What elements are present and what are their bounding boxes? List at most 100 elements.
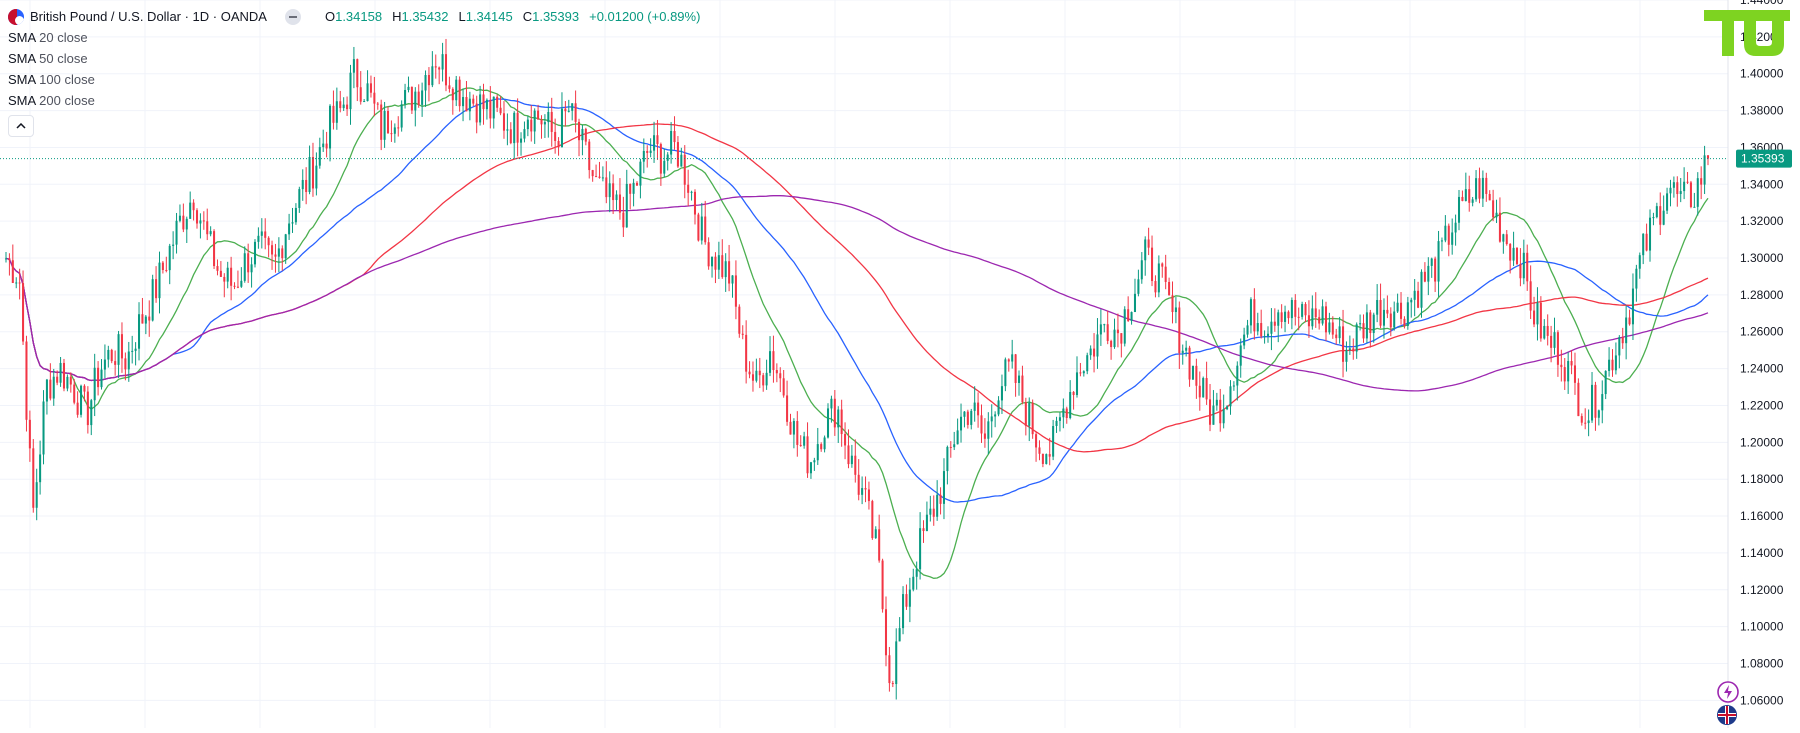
candle-body: [895, 641, 898, 685]
candle-body: [369, 83, 372, 93]
candle-body: [1181, 350, 1184, 354]
candle-body: [1113, 329, 1116, 348]
candle-body: [329, 105, 332, 149]
candle-body: [1686, 181, 1689, 183]
candle-body: [35, 482, 38, 508]
candle-body: [789, 421, 792, 435]
candle-body: [1007, 359, 1010, 362]
candle-body: [711, 256, 714, 267]
candle-body: [1587, 420, 1590, 424]
candle-body: [226, 267, 229, 282]
lightning-icon[interactable]: [1716, 680, 1740, 704]
last-price-label: 1.35393: [1741, 152, 1785, 166]
candle-body: [891, 683, 894, 685]
candle-body: [980, 415, 983, 434]
candle-body: [8, 258, 11, 261]
candle-body: [813, 460, 816, 463]
candle-body: [1253, 299, 1256, 332]
indicator-sma-100[interactable]: SMA 100 close: [8, 72, 95, 87]
candle-body: [1021, 375, 1024, 403]
candle-body: [1635, 268, 1638, 289]
candle-body: [1304, 304, 1307, 316]
candle-body: [390, 133, 393, 135]
ohlc-low: L1.34145: [458, 9, 513, 24]
candle-body: [1198, 385, 1201, 398]
candle-body: [397, 127, 400, 129]
candle-body: [1058, 417, 1061, 421]
candle-body: [509, 129, 512, 144]
candle-body: [1226, 406, 1229, 410]
candle-body: [86, 391, 89, 426]
candle-body: [1195, 365, 1198, 386]
candle-body: [591, 170, 594, 177]
candle-body: [898, 628, 901, 642]
candle-body: [1621, 337, 1624, 344]
candle-body: [905, 594, 908, 607]
candle-body: [1229, 386, 1232, 407]
candle-body: [1526, 252, 1529, 282]
candle-body: [625, 183, 628, 228]
collapse-legend-button[interactable]: [8, 115, 34, 137]
candle-body: [724, 261, 727, 278]
symbol-title[interactable]: British Pound / U.S. Dollar · 1D · OANDA: [30, 9, 267, 24]
candle-body: [434, 66, 437, 68]
minus-icon[interactable]: [284, 9, 301, 25]
candle-body: [1498, 212, 1501, 242]
candle-body: [1157, 263, 1160, 293]
indicator-sma-200[interactable]: SMA 200 close: [8, 93, 95, 108]
candle-body: [240, 280, 243, 287]
sma-20-line: [5, 87, 1709, 579]
candle-body: [1185, 347, 1188, 351]
candle-body: [301, 179, 304, 190]
candle-body: [11, 260, 14, 283]
candle-body: [502, 113, 506, 131]
candle-body: [526, 119, 529, 130]
candle-body: [76, 402, 79, 415]
symbol-header: British Pound / U.S. Dollar · 1D · OANDA…: [8, 9, 700, 25]
candle-body: [673, 130, 676, 143]
indicator-sma-50[interactable]: SMA 50 close: [8, 51, 88, 66]
candle-body: [612, 183, 615, 201]
candle-body: [1103, 324, 1106, 326]
candle-body: [922, 528, 925, 532]
candle-body: [683, 154, 686, 185]
candle-body: [550, 111, 553, 132]
candle-body: [421, 90, 424, 105]
candle-body: [1017, 375, 1021, 383]
candle-body: [1570, 361, 1573, 366]
candle-body: [1478, 178, 1481, 199]
candle-body: [373, 92, 376, 104]
gb-flag-icon[interactable]: [1716, 704, 1738, 726]
candle-body: [1004, 359, 1007, 387]
candle-body: [990, 416, 993, 422]
candle-body: [786, 395, 789, 422]
indicator-sma-20[interactable]: SMA 20 close: [8, 30, 88, 45]
candle-body: [823, 437, 826, 450]
candle-body: [1041, 453, 1044, 464]
candle-body: [622, 212, 625, 228]
candle-body: [1277, 312, 1280, 326]
candle-body: [799, 444, 802, 446]
candle-body: [983, 433, 986, 439]
candle-body: [867, 489, 870, 502]
candle-body: [1324, 306, 1328, 333]
candle-body: [1297, 316, 1300, 318]
candle-body: [560, 108, 563, 148]
candle-body: [820, 444, 823, 450]
candle-body: [543, 122, 546, 125]
candle-body: [1011, 354, 1014, 362]
candle-body: [1287, 311, 1290, 319]
candle-body: [451, 88, 454, 101]
candle-body: [803, 436, 806, 446]
last-price-tag: [1736, 149, 1792, 168]
candle-body: [185, 218, 188, 230]
candle-body: [1454, 222, 1457, 233]
candle-body: [1110, 340, 1113, 348]
candle-body: [1096, 334, 1099, 357]
candle-body: [1212, 405, 1215, 425]
candle-body: [1236, 365, 1239, 386]
y-tick-label: 1.14000: [1740, 546, 1784, 560]
candle-body: [1553, 332, 1556, 348]
